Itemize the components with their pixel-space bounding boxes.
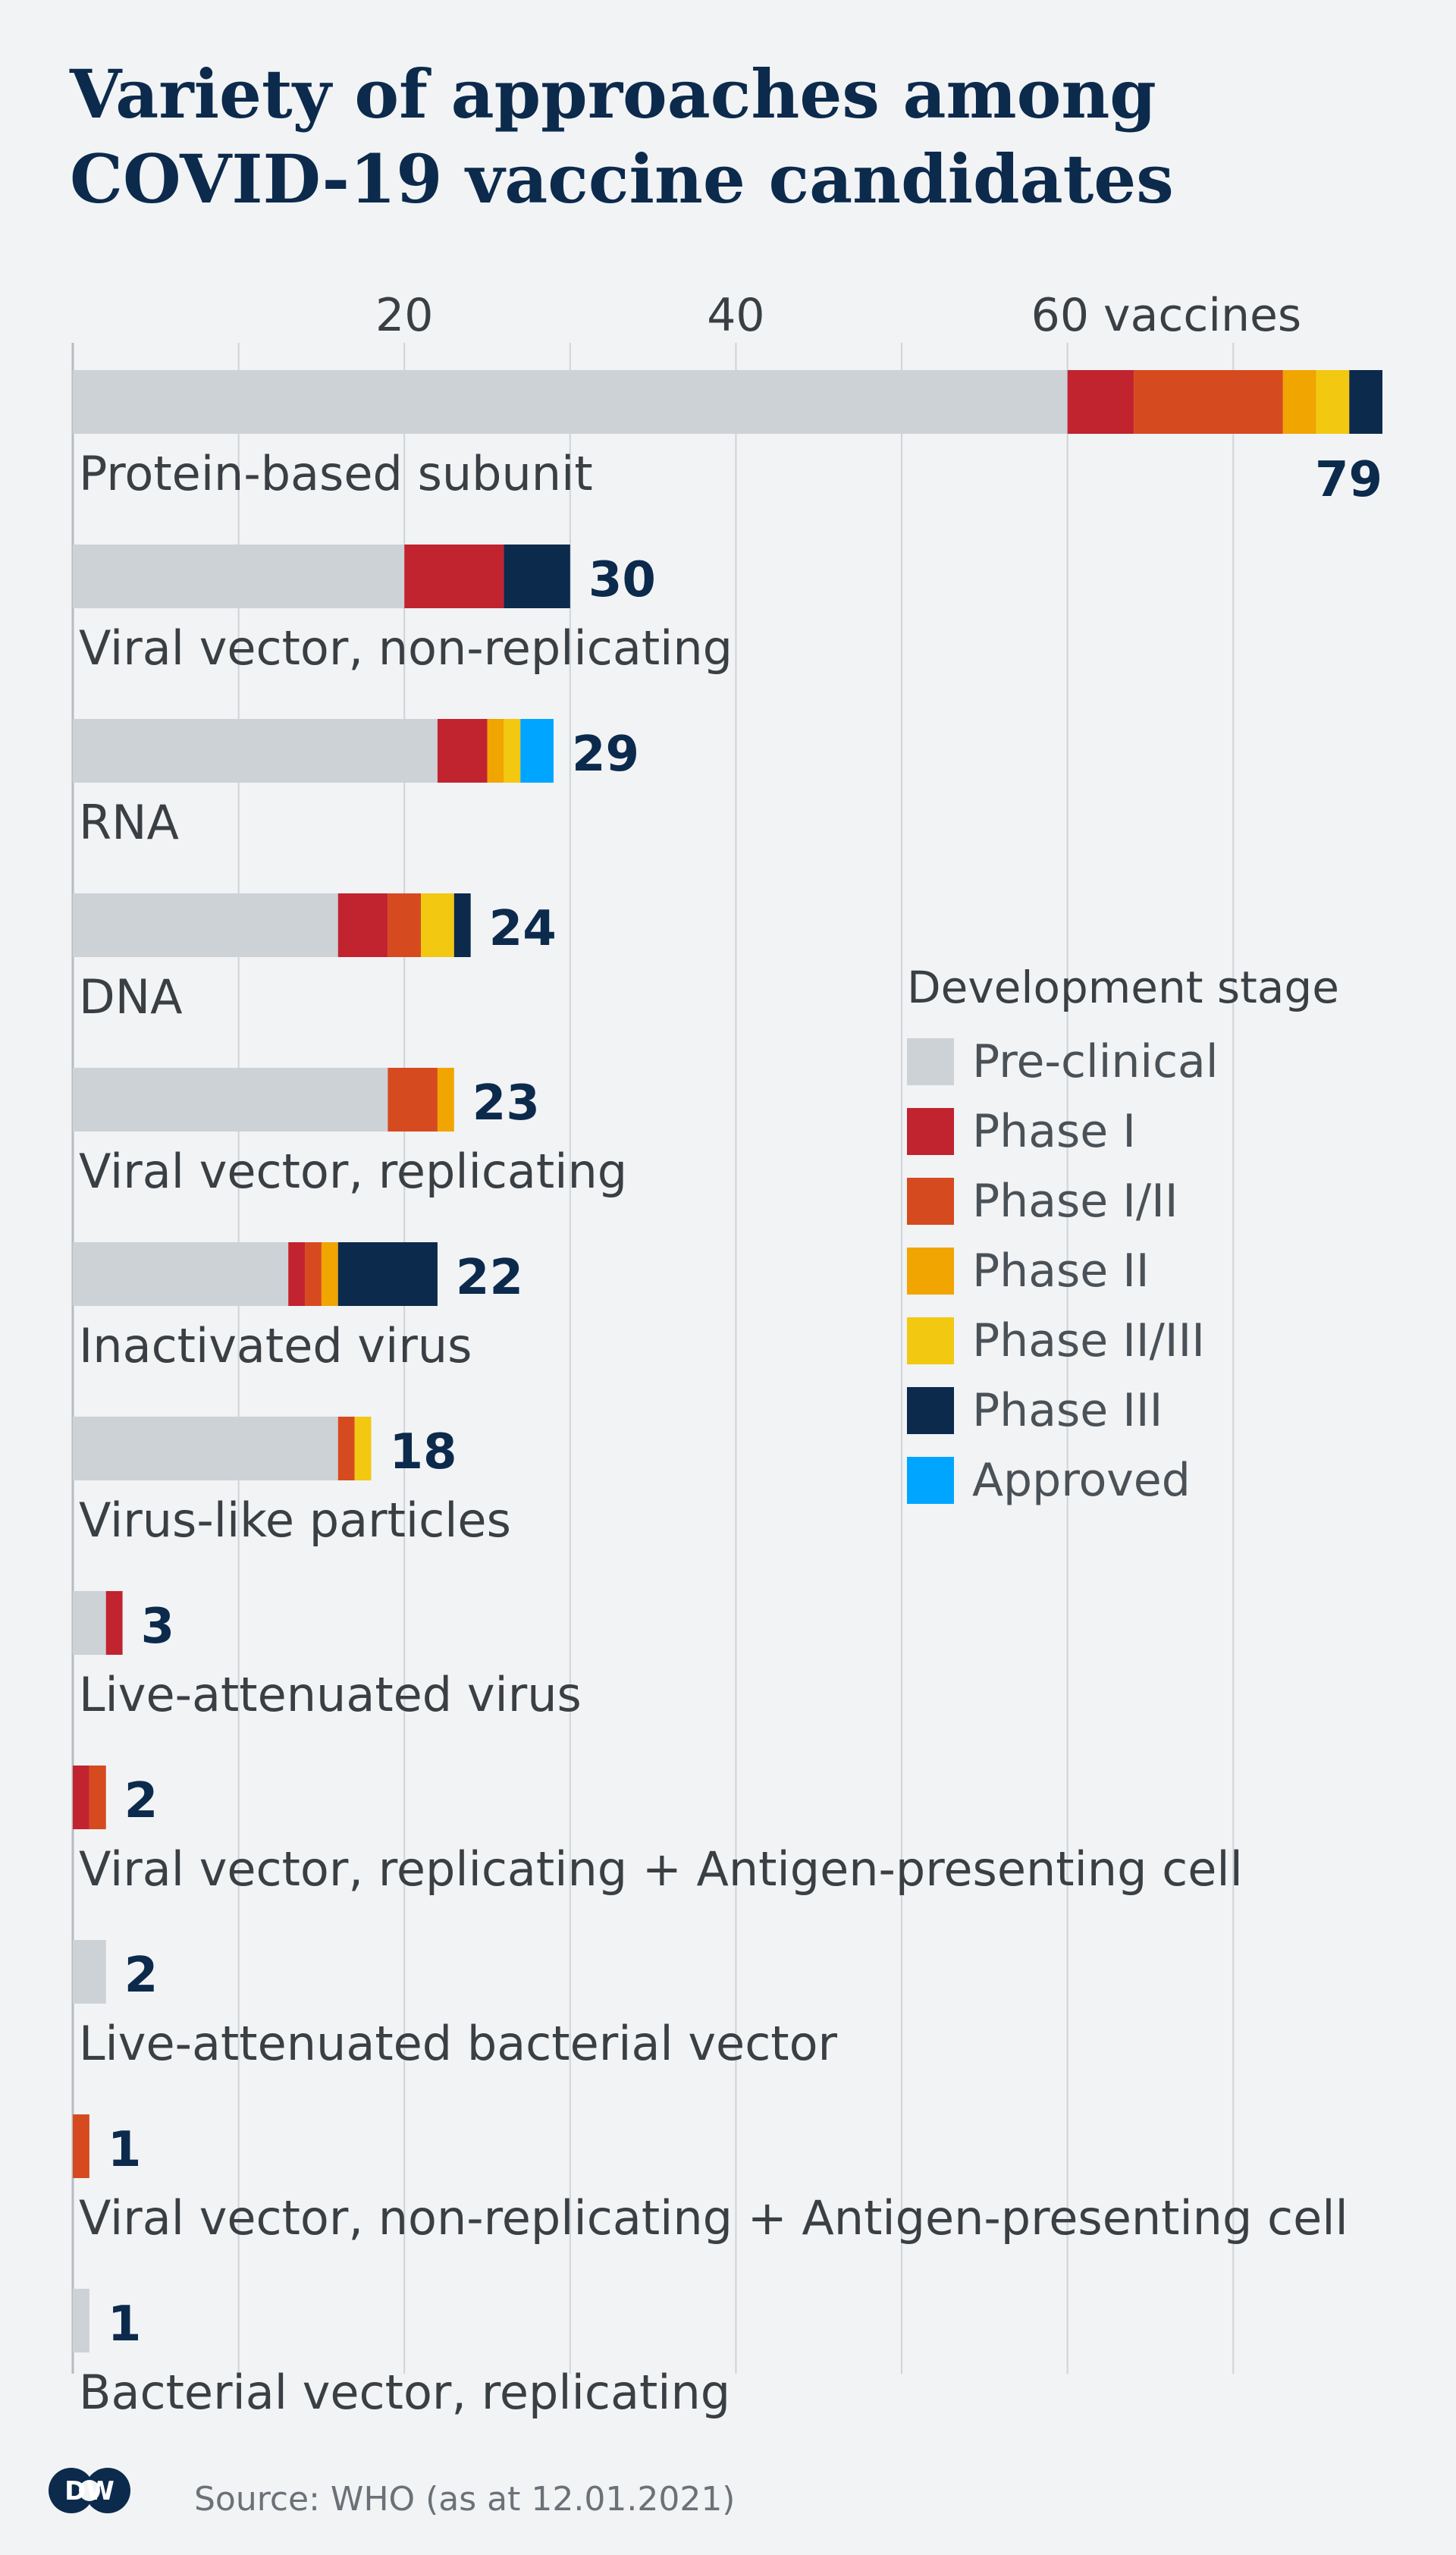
bar-segment xyxy=(1134,370,1283,434)
bar-segment xyxy=(105,1591,123,1655)
footer: DW xyxy=(47,2466,132,2515)
bar-segment xyxy=(354,1417,372,1480)
category-label: Bacterial vector, replicating xyxy=(79,2365,730,2420)
bar-segment xyxy=(487,719,504,783)
bar-segment xyxy=(453,893,471,957)
bar-segment xyxy=(73,1242,289,1306)
category-label: Protein-based subunit xyxy=(79,446,593,501)
bar-segment xyxy=(89,1766,106,1829)
bar-total-label: 30 xyxy=(588,552,656,608)
bar-total-label: 18 xyxy=(389,1424,457,1480)
bar-segment xyxy=(73,2289,89,2353)
legend-title: Development stage xyxy=(907,962,1339,1013)
category-label: Virus-like particles xyxy=(79,1493,511,1548)
bar-total-label: 29 xyxy=(572,727,639,783)
bar-segment xyxy=(388,1068,438,1132)
x-tick-label: 40 xyxy=(707,289,764,342)
category-label: DNA xyxy=(79,969,183,1025)
bar-total-label: 1 xyxy=(108,2122,142,2178)
source-note: Source: WHO (as at 12.01.2021) xyxy=(194,2480,736,2519)
bar-total-label: 22 xyxy=(456,1250,523,1306)
stacked-bar-chart: 20 40 60 vaccines 79 Protein-based subunit 30… xyxy=(71,289,1382,2420)
legend-label: Phase I xyxy=(972,1105,1136,1158)
bar-segment xyxy=(1316,370,1350,434)
bar-segment xyxy=(305,1242,322,1306)
bar-segment xyxy=(504,719,521,783)
x-tick-label: 60 vaccines xyxy=(1031,289,1302,342)
legend-swatch xyxy=(907,1108,954,1155)
bar-segment xyxy=(73,1068,388,1132)
category-label: Live-attenuated virus xyxy=(79,1667,582,1722)
legend: Development stage Pre-clinical Phase I Pha… xyxy=(907,957,1339,1515)
legend-item: Phase II/III xyxy=(907,1306,1339,1376)
legend-label: Pre-clinical xyxy=(972,1035,1219,1088)
legend-swatch xyxy=(907,1038,954,1085)
legend-label: Phase II/III xyxy=(972,1314,1205,1367)
legend-swatch xyxy=(907,1457,954,1504)
bar-segment xyxy=(1282,370,1316,434)
bar-segment xyxy=(421,893,454,957)
chart-title-line-2: COVID-19 vaccine candidates xyxy=(70,140,1174,218)
legend-item: Phase I/II xyxy=(907,1166,1339,1236)
dw-logo-text: DW xyxy=(64,2476,115,2506)
category-label: RNA xyxy=(79,795,179,850)
x-tick-label: 20 xyxy=(375,289,433,342)
bar-total-label: 3 xyxy=(141,1599,175,1655)
bar-segment xyxy=(73,1940,106,2004)
legend-item: Phase II xyxy=(907,1236,1339,1306)
legend-label: Approved xyxy=(972,1454,1191,1507)
legend-items: Pre-clinical Phase I Phase I/II Phase II Pha… xyxy=(907,1027,1339,1515)
bar-total-label: 1 xyxy=(108,2296,142,2353)
bar-total-label: 79 xyxy=(1315,452,1382,508)
bar-segment xyxy=(73,2114,89,2178)
legend-label: Phase III xyxy=(972,1384,1163,1437)
bar-segment xyxy=(73,1591,106,1655)
category-label: Viral vector, non-replicating + Antigen-… xyxy=(79,2190,1348,2246)
bar-segment xyxy=(1067,370,1134,434)
bar-segment xyxy=(504,545,570,608)
legend-swatch xyxy=(907,1387,954,1434)
bar-segment xyxy=(404,545,504,608)
legend-swatch xyxy=(907,1178,954,1225)
bar-segment xyxy=(73,719,438,783)
bar-segment xyxy=(73,893,338,957)
bar-segment xyxy=(337,893,388,957)
bar-segment xyxy=(321,1242,338,1306)
bar-total-label: 23 xyxy=(472,1075,540,1132)
legend-item: Phase III xyxy=(907,1376,1339,1445)
bar-segment xyxy=(337,1242,438,1306)
chart-title: Variety of approaches among COVID-19 vac… xyxy=(70,52,1359,221)
bar-segment xyxy=(73,1766,89,1829)
bar-segment xyxy=(73,545,405,608)
chart-title-line-1: Variety of approaches among xyxy=(70,55,1156,133)
legend-swatch xyxy=(907,1248,954,1295)
bar-segment xyxy=(388,893,422,957)
bar-total-label: 2 xyxy=(124,1773,158,1829)
bar-total-label: 24 xyxy=(489,901,557,957)
bar-segment xyxy=(437,1068,454,1132)
bar-segment xyxy=(437,719,488,783)
legend-swatch xyxy=(907,1317,954,1364)
bar-segment xyxy=(1349,370,1382,434)
bar-segment xyxy=(288,1242,306,1306)
bar-total-label: 2 xyxy=(124,1948,158,2004)
legend-item: Phase I xyxy=(907,1097,1339,1166)
bar-segment xyxy=(520,719,554,783)
category-label: Viral vector, replicating xyxy=(79,1144,627,1199)
legend-label: Phase I/II xyxy=(972,1175,1178,1228)
bar-segment xyxy=(73,370,1068,434)
legend-item: Pre-clinical xyxy=(907,1027,1339,1097)
category-label: Viral vector, non-replicating xyxy=(79,620,733,676)
bar-segment xyxy=(73,1417,338,1480)
dw-logo-icon: DW xyxy=(49,2468,130,2513)
bar-segment xyxy=(337,1417,355,1480)
category-label: Inactivated virus xyxy=(79,1318,472,1373)
category-label: Live-attenuated bacterial vector xyxy=(79,2016,838,2071)
category-label: Viral vector, replicating + Antigen-pres… xyxy=(79,1841,1243,1897)
legend-label: Phase II xyxy=(972,1245,1150,1298)
legend-item: Approved xyxy=(907,1445,1339,1515)
